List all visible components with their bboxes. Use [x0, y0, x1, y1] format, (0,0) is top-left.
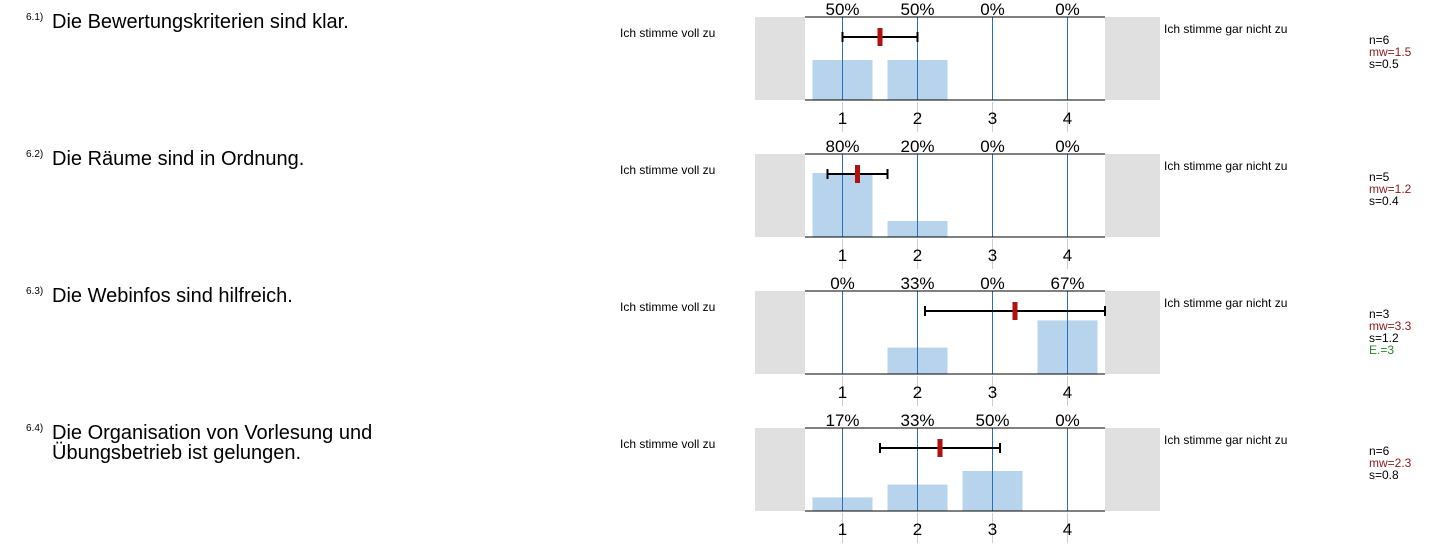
- question-number: 6.4): [26, 423, 44, 434]
- likert-chart: 80% 20% 0% 0% 1 2 3 4: [755, 137, 1160, 269]
- percent-label: 0%: [1055, 411, 1080, 430]
- percent-label: 17%: [825, 411, 859, 430]
- stats-block: n=5 mw=1.2 s=0.4: [1369, 171, 1411, 207]
- scale-left-label: Ich stimme voll zu: [620, 26, 716, 40]
- tick-label: 4: [1063, 246, 1072, 265]
- percent-label: 80%: [825, 137, 859, 156]
- scale-right-label: Ich stimme gar nicht zu: [1164, 159, 1288, 173]
- percent-label: 33%: [900, 274, 934, 293]
- stat-mw: mw=1.5: [1369, 45, 1412, 59]
- stat-mw: mw=2.3: [1369, 456, 1412, 470]
- side-box-right: [1105, 154, 1160, 237]
- tick-label: 2: [913, 109, 922, 128]
- percent-label: 20%: [900, 137, 934, 156]
- stats-block: n=6 mw=2.3 s=0.8: [1369, 445, 1411, 481]
- tick-label: 4: [1063, 520, 1072, 539]
- tick-label: 3: [988, 520, 997, 539]
- tick-label: 1: [838, 109, 847, 128]
- percent-label: 0%: [830, 274, 855, 293]
- stat-s: s=0.4: [1369, 194, 1399, 208]
- stat-e: E.=3: [1369, 343, 1395, 357]
- side-box-right: [1105, 291, 1160, 374]
- stats-block: n=6 mw=1.5 s=0.5: [1369, 34, 1411, 70]
- scale-right-label: Ich stimme gar nicht zu: [1164, 22, 1288, 36]
- scale-left-label: Ich stimme voll zu: [620, 163, 716, 177]
- side-box-left: [755, 428, 805, 511]
- scale-right-label: Ich stimme gar nicht zu: [1164, 296, 1288, 310]
- percent-label: 50%: [900, 0, 934, 19]
- question-item: 6.2) Die Räume sind in Ordnung. Ich stimme…: [0, 137, 1435, 274]
- mean-marker: [855, 165, 860, 183]
- question-text: Die Webinfos sind hilfreich.: [52, 285, 293, 307]
- mean-marker: [1012, 302, 1018, 320]
- stat-n: n=6: [1369, 33, 1390, 47]
- stat-s: s=1.2: [1369, 331, 1399, 345]
- tick-label: 2: [913, 383, 922, 402]
- percent-label: 0%: [980, 274, 1005, 293]
- side-box-left: [755, 291, 805, 374]
- tick-label: 3: [988, 246, 997, 265]
- stat-n: n=3: [1369, 307, 1390, 321]
- stat-mw: mw=1.2: [1369, 182, 1412, 196]
- question-text: Die Organisation von Vorlesung und Übung…: [52, 422, 373, 464]
- question-item: 6.3) Die Webinfos sind hilfreich. Ich stim…: [0, 274, 1435, 411]
- question-text: Die Räume sind in Ordnung.: [52, 148, 305, 170]
- tick-label: 2: [913, 520, 922, 539]
- tick-label: 2: [913, 246, 922, 265]
- side-box-left: [755, 154, 805, 237]
- tick-label: 1: [838, 383, 847, 402]
- percent-label: 33%: [900, 411, 934, 430]
- tick-label: 3: [988, 109, 997, 128]
- likert-chart: 0% 33% 0% 67% 1 2 3 4: [755, 274, 1160, 406]
- stat-mw: mw=3.3: [1369, 319, 1412, 333]
- percent-label: 0%: [980, 0, 1005, 19]
- scale-left-label: Ich stimme voll zu: [620, 300, 716, 314]
- mean-marker: [877, 28, 883, 46]
- question-item: 6.4) Die Organisation von Vorlesung und Ü…: [0, 411, 1435, 548]
- side-box-left: [755, 17, 805, 100]
- tick-label: 3: [988, 383, 997, 402]
- likert-chart: 17% 33% 50% 0% 1 2 3 4: [755, 411, 1160, 543]
- side-box-right: [1105, 428, 1160, 511]
- stat-s: s=0.5: [1369, 57, 1399, 71]
- scale-right-label: Ich stimme gar nicht zu: [1164, 433, 1288, 447]
- side-box-right: [1105, 17, 1160, 100]
- question-item: 6.1) Die Bewertungskriterien sind klar. Ic…: [0, 0, 1435, 137]
- scale-left-label: Ich stimme voll zu: [620, 437, 716, 451]
- percent-label: 0%: [1055, 137, 1080, 156]
- stats-block: n=3 mw=3.3 s=1.2 E.=3: [1369, 308, 1411, 356]
- percent-label: 50%: [975, 411, 1009, 430]
- mean-marker: [937, 439, 943, 457]
- tick-label: 1: [838, 520, 847, 539]
- question-number: 6.2): [26, 149, 44, 160]
- stat-n: n=5: [1369, 170, 1390, 184]
- stat-n: n=6: [1369, 444, 1390, 458]
- tick-label: 1: [838, 246, 847, 265]
- percent-label: 50%: [825, 0, 859, 19]
- percent-label: 0%: [980, 137, 1005, 156]
- percent-label: 67%: [1050, 274, 1084, 293]
- tick-label: 4: [1063, 109, 1072, 128]
- question-number: 6.1): [26, 12, 44, 23]
- question-number: 6.3): [26, 286, 44, 297]
- stat-s: s=0.8: [1369, 468, 1399, 482]
- likert-chart: 50% 50% 0% 0% 1 2 3 4: [755, 0, 1160, 132]
- percent-label: 0%: [1055, 0, 1080, 19]
- question-text: Die Bewertungskriterien sind klar.: [52, 11, 349, 33]
- tick-label: 4: [1063, 383, 1072, 402]
